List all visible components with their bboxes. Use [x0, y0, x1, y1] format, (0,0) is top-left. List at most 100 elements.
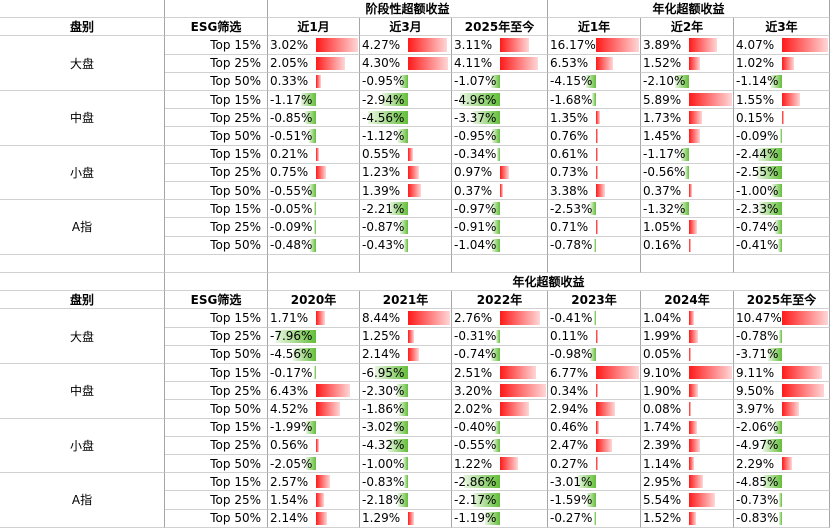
value-cell: -2.44% — [734, 145, 830, 164]
value-text: 1.55% — [736, 92, 775, 107]
cap-label: 中盘 — [0, 91, 165, 146]
value-text: -0.48% — [270, 238, 313, 253]
positive-data-bar — [316, 165, 327, 179]
value-text: -0.98% — [550, 347, 593, 362]
positive-data-bar — [689, 457, 695, 471]
value-text: -0.83% — [736, 511, 779, 526]
value-text: -1.04% — [454, 238, 497, 253]
value-text: 9.10% — [643, 365, 682, 380]
value-cell: 1.35% — [548, 109, 641, 128]
esg-filter-label: Top 50% — [165, 400, 268, 419]
value-text: -3.02% — [362, 420, 405, 435]
value-text: -4.96% — [454, 92, 497, 107]
positive-data-bar — [316, 56, 345, 70]
value-text: 0.05% — [643, 347, 682, 362]
positive-data-bar — [689, 329, 699, 343]
value-cell: 2.29% — [734, 455, 830, 474]
positive-data-bar — [689, 438, 701, 452]
value-text: 0.61% — [550, 147, 589, 162]
negative-data-bar — [404, 238, 408, 252]
value-text: -0.31% — [454, 329, 497, 344]
value-text: -1.14% — [736, 74, 779, 89]
value-cell: -0.87% — [360, 218, 452, 237]
cap-column-header: 盘别 — [0, 291, 165, 310]
value-cell: 0.27% — [548, 455, 641, 474]
value-cell: 2.47% — [548, 436, 641, 455]
positive-data-bar — [408, 38, 448, 52]
value-cell: 1.14% — [641, 455, 734, 474]
column-header: 2025年至今 — [734, 291, 830, 310]
value-text: 0.08% — [643, 401, 682, 416]
positive-data-bar — [596, 220, 598, 234]
value-cell: 0.37% — [452, 182, 548, 201]
value-text: 3.38% — [550, 183, 589, 198]
value-text: -1.17% — [270, 92, 313, 107]
value-text: -1.12% — [362, 128, 405, 143]
value-text: 6.53% — [550, 56, 589, 71]
positive-data-bar — [782, 366, 823, 380]
value-text: -1.32% — [643, 201, 686, 216]
value-cell: -2.06% — [734, 418, 830, 437]
value-text: 3.11% — [454, 37, 493, 52]
value-text: 1.74% — [643, 420, 682, 435]
value-text: -0.41% — [736, 238, 779, 253]
value-cell: -0.78% — [548, 236, 641, 255]
value-cell: 9.50% — [734, 382, 830, 401]
esg-filter-label: Top 15% — [165, 36, 268, 55]
positive-data-bar — [689, 111, 702, 125]
negative-data-bar — [404, 475, 408, 489]
positive-data-bar — [408, 311, 450, 325]
value-text: 3.89% — [643, 37, 682, 52]
value-text: 1.99% — [643, 329, 682, 344]
value-text: 0.75% — [270, 165, 309, 180]
negative-data-bar — [397, 384, 408, 398]
value-text: 3.02% — [270, 37, 309, 52]
value-text: 3.97% — [736, 401, 775, 416]
negative-data-bar — [387, 438, 408, 452]
esg-filter-label: Top 50% — [165, 127, 268, 146]
value-cell: -4.15% — [548, 72, 641, 91]
value-text: 2.94% — [550, 401, 589, 416]
value-text: -2.17% — [454, 492, 497, 507]
value-cell: -0.97% — [452, 200, 548, 219]
value-cell: -1.19% — [452, 509, 548, 528]
positive-data-bar — [500, 56, 539, 70]
value-text: 1.73% — [643, 110, 682, 125]
value-text: 3.20% — [454, 383, 493, 398]
positive-data-bar — [596, 329, 598, 343]
negative-data-bar — [767, 347, 782, 361]
negative-data-bar — [780, 129, 782, 143]
negative-data-bar — [388, 202, 408, 216]
value-cell: 9.11% — [734, 364, 830, 383]
value-cell: 16.17% — [548, 36, 641, 55]
value-cell: 4.30% — [360, 54, 452, 73]
value-cell: 1.22% — [452, 455, 548, 474]
value-cell: -0.17% — [268, 364, 360, 383]
value-text: -0.05% — [270, 201, 313, 216]
value-text: -3.71% — [736, 347, 779, 362]
positive-data-bar — [782, 93, 800, 107]
value-text: 2.05% — [270, 56, 309, 71]
value-text: 4.11% — [454, 56, 493, 71]
value-text: 2.29% — [736, 456, 775, 471]
value-text: 2.47% — [550, 438, 589, 453]
negative-data-bar — [398, 129, 408, 143]
value-text: 1.23% — [362, 165, 401, 180]
negative-data-bar — [590, 347, 596, 361]
esg-filter-label: Top 25% — [165, 54, 268, 73]
value-cell: -2.17% — [452, 491, 548, 510]
column-header: 近3年 — [734, 18, 830, 37]
value-text: -2.21% — [362, 201, 405, 216]
value-text: -0.55% — [454, 438, 497, 453]
value-cell: 0.37% — [641, 182, 734, 201]
value-cell: -1.59% — [548, 491, 641, 510]
spacer-cell — [641, 254, 734, 273]
value-cell: 0.73% — [548, 163, 641, 182]
value-text: -0.91% — [454, 219, 497, 234]
esg-filter-label: Top 25% — [165, 436, 268, 455]
value-text: -2.33% — [736, 201, 779, 216]
value-cell: -0.41% — [734, 236, 830, 255]
value-cell: -3.37% — [452, 109, 548, 128]
column-header: 2020年 — [268, 291, 360, 310]
blank-header — [165, 273, 268, 292]
